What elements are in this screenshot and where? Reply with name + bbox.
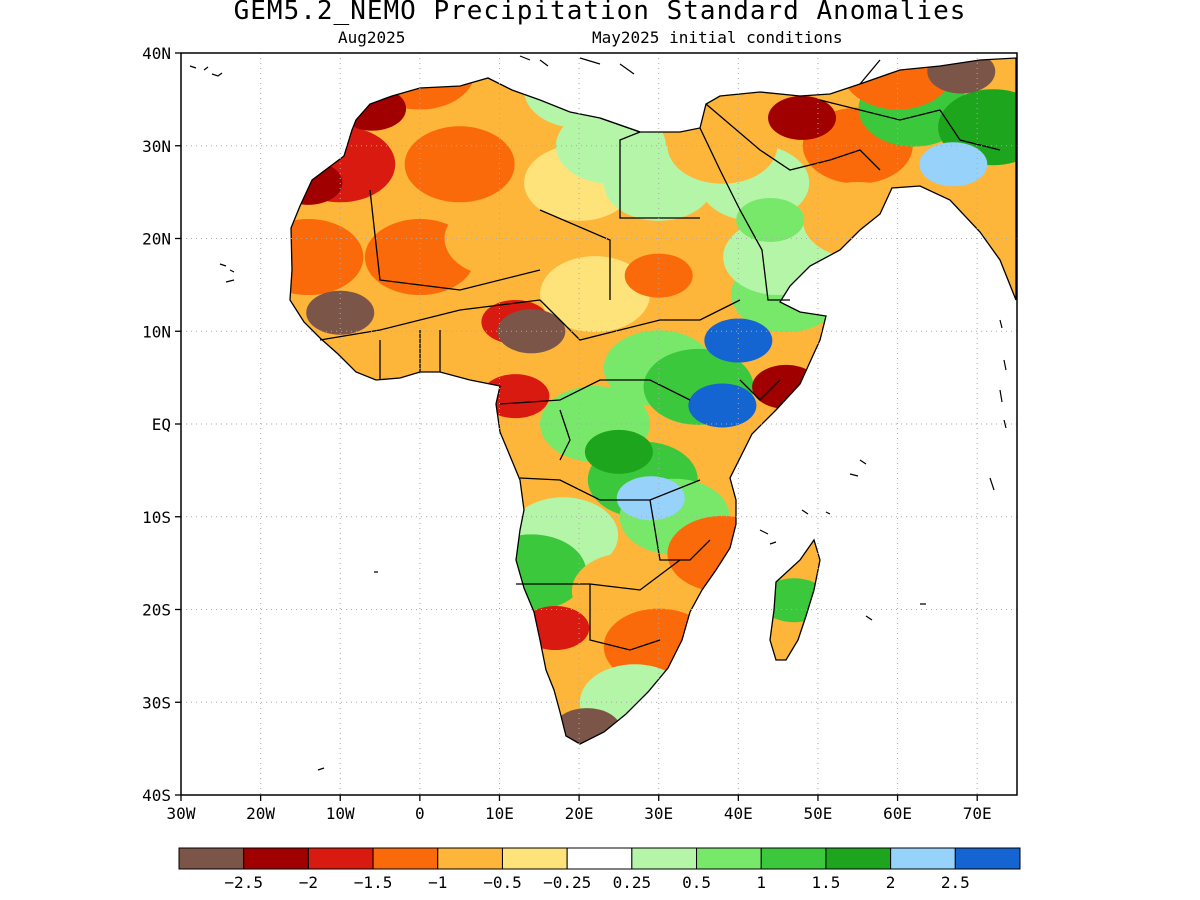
colorbar-label: −2.5 [224, 873, 263, 892]
lon-label: 30E [644, 804, 673, 823]
anomaly-feature [736, 197, 805, 242]
colorbar-label: 1 [756, 873, 766, 892]
colorbar-swatch [566, 847, 633, 870]
anomaly-feature [616, 476, 685, 521]
colorbar-swatch [243, 847, 309, 870]
lon-label: 20W [246, 804, 275, 823]
colorbar-swatch [954, 847, 1021, 870]
colorbar-swatch [696, 847, 762, 870]
lat-label: 20S [142, 601, 171, 620]
lat-lon-grid [181, 53, 1017, 795]
anomaly-feature [704, 318, 773, 363]
lon-label: 0 [415, 804, 425, 823]
lat-label: 30N [142, 137, 171, 156]
lat-label: 30S [142, 693, 171, 712]
colorbar-label: 1.5 [811, 873, 840, 892]
colorbar: −2.5 −2 −1.5 −1 −0.5 −0.25 0.25 0.5 1 1.5 2 2.5 [178, 847, 1021, 892]
lat-label: 10N [142, 322, 171, 341]
colorbar-swatch [372, 847, 439, 870]
lat-label: 20N [142, 230, 171, 249]
colorbar-label: −0.5 [483, 873, 522, 892]
colorbar-swatch [760, 847, 827, 870]
colorbar-label: 0.25 [613, 873, 652, 892]
lon-label: 50E [803, 804, 832, 823]
lon-label: 30W [167, 804, 196, 823]
colorbar-label: −1.5 [354, 873, 393, 892]
anomaly-patch [842, 58, 953, 110]
initial-conditions: May2025 initial conditions [592, 28, 843, 47]
colorbar-swatch [178, 847, 245, 870]
colorbar-label: −0.25 [543, 873, 591, 892]
colorbar-label: 2 [886, 873, 896, 892]
coastlines [289, 57, 1017, 745]
colorbar-swatch [631, 847, 698, 870]
lon-label: 70E [963, 804, 992, 823]
anomaly-feature [768, 95, 837, 140]
lon-label: 60E [883, 804, 912, 823]
lon-label: 10E [485, 804, 514, 823]
colorbar-swatch [307, 847, 374, 870]
lat-label: 40N [142, 44, 171, 63]
lat-label: 10S [142, 508, 171, 527]
colorbar-swatch [437, 847, 503, 870]
anomaly-feature [688, 383, 757, 428]
lon-label: 20E [565, 804, 594, 823]
colorbar-swatch [890, 847, 956, 870]
colorbar-label: 2.5 [941, 873, 970, 892]
lon-label: 40E [724, 804, 753, 823]
anomaly-feature [624, 253, 693, 298]
lon-label: 10W [326, 804, 355, 823]
island-outlines [189, 55, 1007, 771]
lat-label: 40S [142, 786, 171, 805]
map-title: GEM5.2_NEMO Precipitation Standard Anoma… [233, 0, 967, 26]
lat-label: EQ [152, 415, 171, 434]
anomaly-feature [306, 290, 375, 335]
anomaly-patch [404, 126, 515, 203]
forecast-month: Aug2025 [338, 28, 406, 47]
colorbar-label: 0.5 [682, 873, 711, 892]
anomaly-patch [290, 219, 364, 296]
colorbar-swatch [825, 847, 892, 870]
colorbar-label: −2 [299, 873, 318, 892]
anomaly-feature [584, 429, 653, 474]
colorbar-swatch [501, 847, 568, 870]
colorbar-label: −1 [428, 873, 447, 892]
anomaly-patch [540, 256, 651, 333]
anomaly-feature [919, 142, 988, 187]
